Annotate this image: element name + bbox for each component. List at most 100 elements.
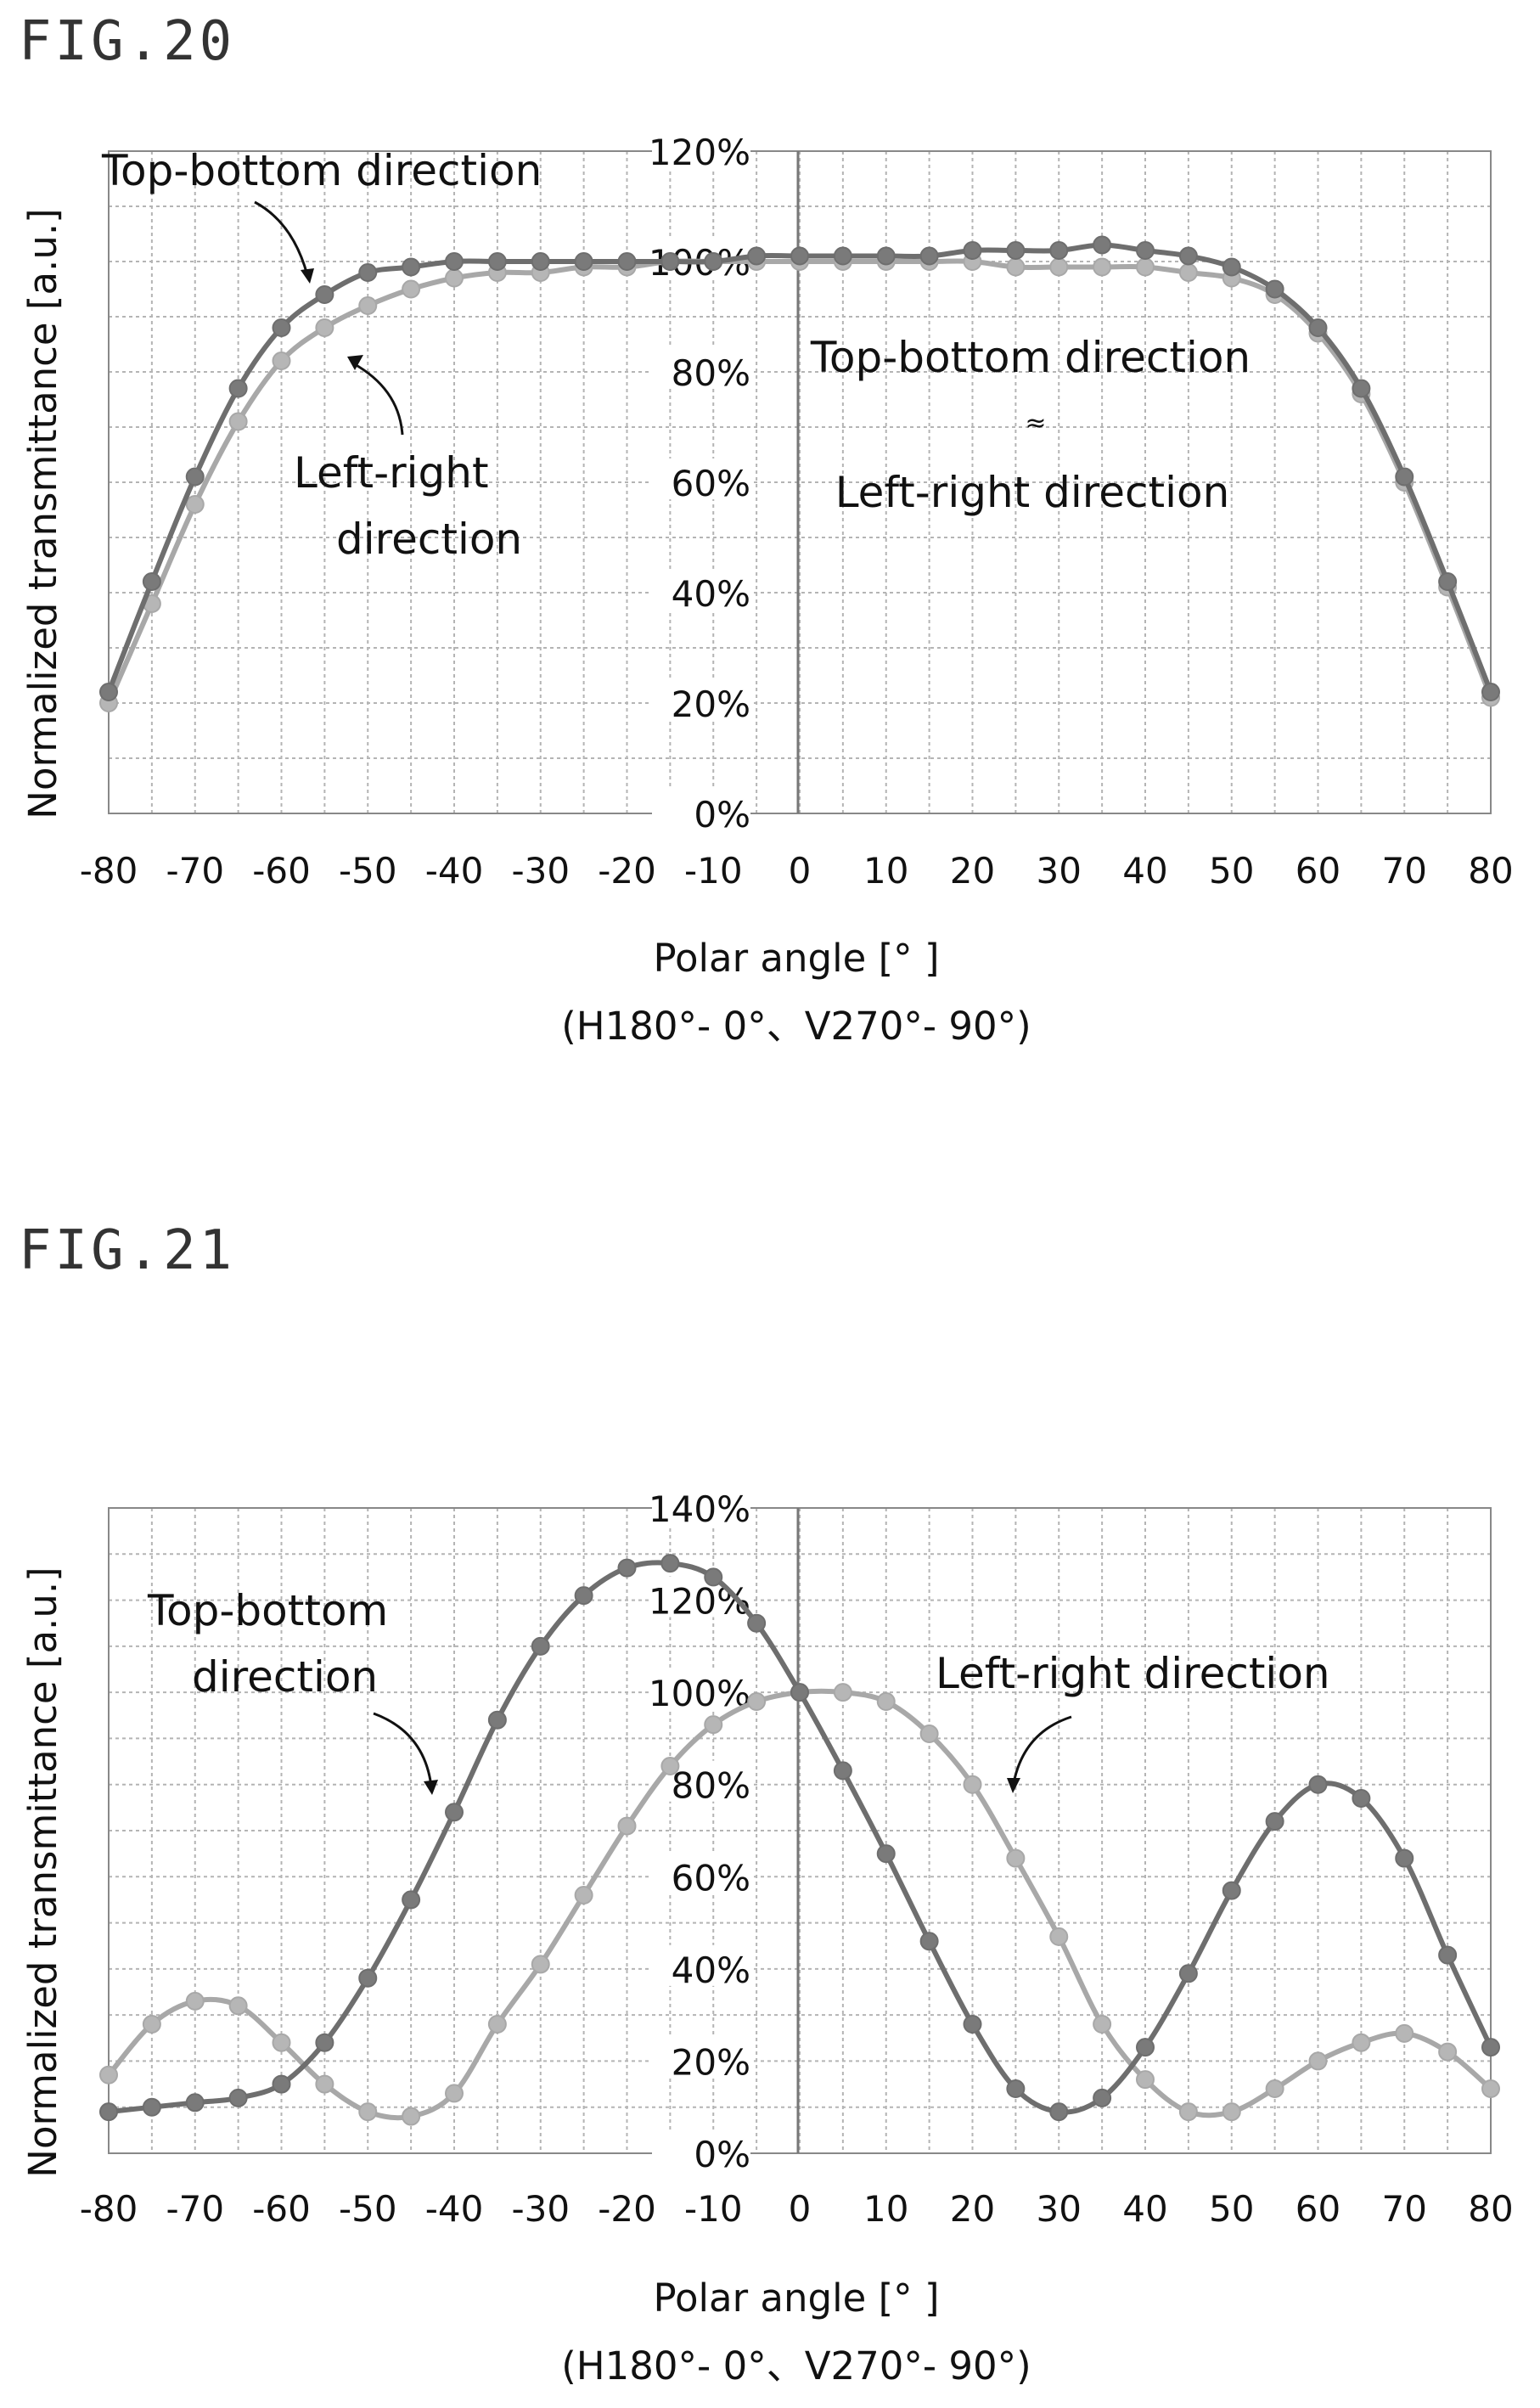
y-tick-label-bg (652, 1484, 750, 1525)
x-tick-label: -20 (598, 850, 656, 892)
data-point-series-0 (1006, 241, 1026, 260)
x-tick-label: 70 (1382, 2188, 1427, 2230)
data-point-series-0 (1395, 1848, 1414, 1868)
fig20-annotation-approx: ≈ (1025, 408, 1046, 438)
x-tick-label: 0 (789, 2188, 812, 2230)
x-tick-label: -40 (425, 2188, 484, 2230)
data-point-series-0 (487, 252, 507, 271)
data-point-series-1 (142, 2015, 161, 2034)
y-tick-label-bg (652, 790, 750, 830)
data-point-series-0 (185, 467, 205, 487)
figure-21-label: FIG.21 (19, 1219, 235, 1282)
data-point-series-1 (358, 296, 378, 315)
data-point-series-1 (445, 268, 464, 288)
figure-21-y-axis-title: Normalized transmittance [a.u.] (20, 1567, 65, 2177)
fig21-arrowhead-top-bottom (424, 1780, 438, 1795)
data-point-series-1 (1006, 257, 1026, 277)
data-point-series-1 (315, 2074, 334, 2094)
fig21-annotation-top-bottom-line2: direction (192, 1652, 378, 1702)
data-point-series-0 (1395, 467, 1414, 487)
figure-21-x-axis-title: Polar angle [° ] (653, 2276, 939, 2321)
data-point-series-0 (1136, 241, 1155, 260)
figure-20-plot-area: 0%20%40%60%80%100%120%-80 -70 -60 -50 -40 -30… (80, 127, 1514, 892)
data-point-series-1 (876, 1692, 896, 1711)
x-tick-label: -20 (598, 2188, 656, 2230)
data-point-series-0 (660, 1554, 680, 1573)
data-point-series-0 (445, 252, 464, 271)
data-point-series-0 (1265, 279, 1284, 299)
data-point-series-0 (1093, 2088, 1112, 2107)
x-tick-label: 10 (863, 2188, 908, 2230)
y-tick-label-bg (652, 127, 750, 168)
data-point-series-0 (919, 1932, 939, 1951)
figure-21: FIG.21 Normalized transmittance [a.u.] 0… (19, 1219, 1514, 2388)
data-point-series-1 (99, 2065, 118, 2084)
data-point-series-0 (963, 241, 982, 260)
data-point-series-1 (1352, 2033, 1371, 2052)
data-point-series-0 (1222, 257, 1241, 277)
data-point-series-1 (1438, 2042, 1458, 2062)
x-tick-label: 50 (1209, 850, 1254, 892)
x-tick-label: 50 (1209, 2188, 1254, 2230)
data-point-series-0 (272, 318, 291, 337)
figure-20: FIG.20 Normalized transmittance [a.u.] 0… (19, 10, 1514, 1049)
data-point-series-0 (617, 1558, 637, 1578)
x-tick-label: 80 (1468, 850, 1513, 892)
y-tick-label-bg (652, 1668, 750, 1710)
data-point-series-0 (185, 2093, 205, 2113)
data-point-series-0 (99, 683, 118, 701)
data-point-series-0 (99, 2102, 118, 2122)
data-point-series-0 (1049, 241, 1069, 260)
x-tick-label: -50 (339, 850, 397, 892)
x-tick-label: -80 (80, 850, 138, 892)
data-point-series-0 (704, 1567, 723, 1587)
y-tick-label: 20% (672, 2041, 750, 2083)
data-point-series-1 (1395, 2023, 1414, 2043)
x-tick-label: -80 (80, 2188, 138, 2230)
x-tick-label: -30 (511, 2188, 570, 2230)
data-point-series-1 (963, 1775, 982, 1794)
data-point-series-0 (1222, 1881, 1241, 1900)
x-tick-label: 30 (1037, 2188, 1082, 2230)
data-point-series-0 (315, 285, 334, 304)
data-point-series-0 (272, 2074, 291, 2094)
data-point-series-1 (1093, 257, 1112, 277)
x-tick-label: 0 (789, 850, 812, 892)
data-point-series-1 (1093, 2015, 1112, 2034)
x-tick-label: 60 (1296, 2188, 1340, 2230)
x-tick-label: 20 (950, 850, 995, 892)
y-tick-label: 120% (649, 1581, 750, 1623)
fig20-annotation-right-left-right: Left-right direction (835, 468, 1230, 517)
data-point-series-1 (1136, 257, 1155, 277)
data-point-series-0 (574, 1586, 593, 1606)
x-tick-label: 30 (1037, 850, 1082, 892)
data-point-series-1 (1308, 2051, 1328, 2071)
data-point-series-0 (876, 1844, 896, 1864)
data-point-series-1 (358, 2102, 378, 2122)
y-tick-label-bg (652, 1853, 750, 1894)
data-point-series-0 (402, 1890, 421, 1910)
data-point-series-0 (531, 252, 550, 271)
data-point-series-0 (660, 252, 680, 271)
data-point-series-0 (1438, 1945, 1458, 1965)
data-point-series-0 (402, 257, 421, 277)
data-point-series-1 (1178, 2102, 1198, 2122)
y-tick-label: 20% (672, 684, 750, 725)
figure-20-y-axis-title: Normalized transmittance [a.u.] (20, 208, 65, 819)
x-tick-label: -50 (339, 2188, 397, 2230)
figure-20-x-axis-subtitle: (H180°- 0°、V270°- 90°) (561, 1004, 1031, 1049)
data-point-series-1 (617, 1816, 637, 1836)
data-point-series-0 (790, 246, 809, 266)
fig21-arrow-top-bottom (373, 1712, 433, 1787)
data-point-series-1 (1481, 2079, 1500, 2098)
fig20-arrowhead-top-bottom (301, 268, 314, 284)
x-tick-label: 40 (1122, 850, 1167, 892)
y-tick-label: 100% (649, 1673, 750, 1714)
data-point-series-1 (228, 1996, 248, 2016)
data-point-series-1 (1136, 2070, 1155, 2090)
fig20-arrowhead-left-right (347, 355, 363, 370)
y-tick-label: 60% (672, 1857, 750, 1899)
y-tick-label-bg (652, 679, 750, 720)
data-point-series-0 (1049, 2102, 1069, 2122)
data-point-series-1 (402, 279, 421, 299)
